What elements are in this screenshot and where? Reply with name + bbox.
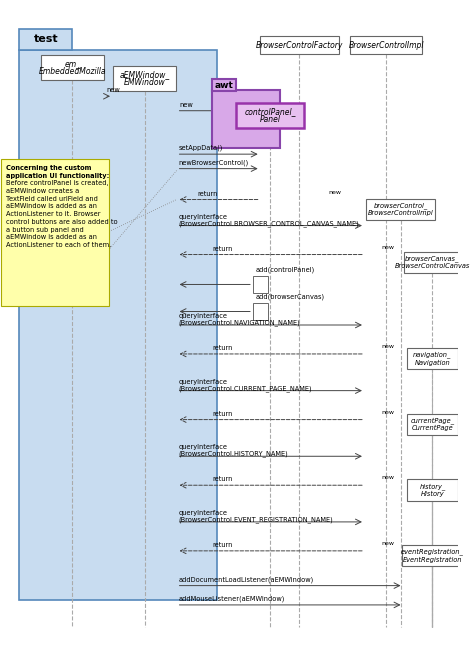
Text: return: return [198, 190, 218, 196]
Text: Concerning the custom
application UI functionality:: Concerning the custom application UI fun… [6, 164, 109, 179]
FancyBboxPatch shape [212, 90, 280, 148]
Text: (BrowserControl.HISTORY_NAME): (BrowserControl.HISTORY_NAME) [179, 450, 288, 457]
Text: (BrowserControl.EVENT_REGISTRATION_NAME): (BrowserControl.EVENT_REGISTRATION_NAME) [179, 516, 333, 523]
Text: new: new [381, 410, 394, 415]
Text: (BrowserControl.NAVIGATION_NAME): (BrowserControl.NAVIGATION_NAME) [179, 319, 301, 326]
FancyBboxPatch shape [402, 545, 462, 566]
Text: queryInterface: queryInterface [179, 379, 228, 385]
Text: setAppData(): setAppData() [179, 145, 223, 151]
FancyBboxPatch shape [1, 159, 109, 306]
Text: History: History [420, 491, 444, 497]
Text: BrowserControlCanvas: BrowserControlCanvas [395, 263, 470, 269]
Text: (BrowserControl.BROWSER_CONTROL_CANVAS_NAME): (BrowserControl.BROWSER_CONTROL_CANVAS_N… [179, 220, 359, 227]
Text: navigation_: navigation_ [413, 352, 452, 358]
Text: return: return [212, 345, 233, 351]
FancyBboxPatch shape [407, 480, 457, 500]
FancyBboxPatch shape [404, 252, 460, 273]
Text: em_: em_ [64, 59, 81, 68]
Text: currentPage_: currentPage_ [410, 417, 455, 424]
FancyBboxPatch shape [253, 303, 268, 320]
Text: test: test [34, 34, 58, 44]
Text: (BrowserControl.CURRENT_PAGE_NAME): (BrowserControl.CURRENT_PAGE_NAME) [179, 385, 312, 391]
Text: return: return [212, 411, 233, 417]
Text: return: return [212, 476, 233, 482]
FancyBboxPatch shape [366, 198, 435, 220]
FancyBboxPatch shape [41, 55, 104, 80]
Text: new: new [381, 541, 394, 546]
Text: addMouseListener(aEMWindow): addMouseListener(aEMWindow) [179, 595, 285, 602]
Text: new: new [328, 190, 341, 195]
FancyBboxPatch shape [237, 103, 304, 128]
FancyBboxPatch shape [260, 36, 339, 54]
FancyBboxPatch shape [19, 50, 217, 600]
Text: browserCanvas_: browserCanvas_ [405, 255, 460, 262]
Text: history_: history_ [419, 483, 446, 489]
Text: browserControl_: browserControl_ [374, 202, 428, 209]
FancyBboxPatch shape [350, 36, 422, 54]
Text: new: new [106, 87, 120, 94]
Text: Navigation: Navigation [415, 359, 450, 366]
Text: new: new [381, 244, 394, 250]
Text: return: return [212, 542, 233, 548]
Text: Before controlPanel is created,
aEMWindow creates a
TextField called urlField an: Before controlPanel is created, aEMWindo… [6, 180, 118, 248]
Text: CurrentPage: CurrentPage [411, 425, 453, 432]
FancyBboxPatch shape [19, 29, 73, 50]
Text: aEMWindow_: aEMWindow_ [119, 70, 170, 79]
Text: return: return [212, 246, 233, 252]
Text: new: new [180, 102, 193, 108]
Text: EMWindow: EMWindow [124, 78, 165, 87]
FancyBboxPatch shape [113, 66, 176, 92]
FancyBboxPatch shape [407, 348, 457, 369]
Text: queryInterface: queryInterface [179, 445, 228, 450]
Text: add(browserCanvas): add(browserCanvas) [256, 293, 325, 300]
FancyBboxPatch shape [253, 276, 268, 293]
Text: BrowserControlImpl: BrowserControlImpl [348, 40, 424, 49]
Text: EventRegistration: EventRegistration [403, 556, 462, 563]
Text: add(controlPanel): add(controlPanel) [256, 266, 315, 273]
Text: EmbeddedMozilla: EmbeddedMozilla [39, 67, 106, 75]
FancyBboxPatch shape [212, 79, 237, 92]
Text: new: new [381, 344, 394, 349]
Text: newBrowserControl(): newBrowserControl() [179, 159, 249, 166]
Text: BrowserControlFactory: BrowserControlFactory [255, 40, 343, 49]
Text: Panel: Panel [260, 115, 281, 124]
FancyBboxPatch shape [407, 414, 457, 435]
Text: new: new [381, 475, 394, 480]
Text: eventRegistration_: eventRegistration_ [401, 549, 464, 555]
Text: controlPanel_: controlPanel_ [245, 107, 296, 116]
Text: addDocumentLoadListener(aEMWindow): addDocumentLoadListener(aEMWindow) [179, 576, 314, 582]
Text: queryInterface: queryInterface [179, 510, 228, 516]
Text: queryInterface: queryInterface [179, 313, 228, 319]
Text: BrowserControlImpl: BrowserControlImpl [368, 210, 433, 216]
Text: awt: awt [215, 81, 234, 90]
Text: queryInterface: queryInterface [179, 214, 228, 220]
